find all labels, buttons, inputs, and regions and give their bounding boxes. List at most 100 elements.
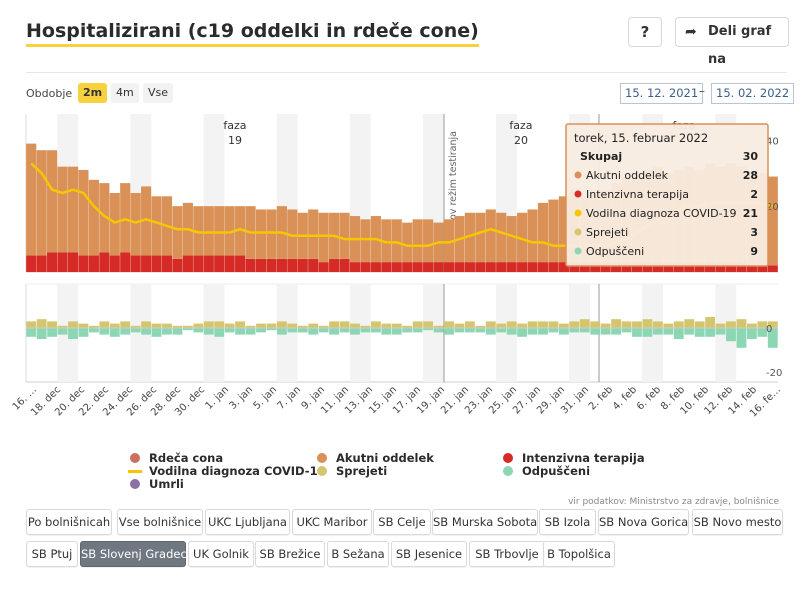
discharged-bar [182, 328, 193, 331]
admitted-bar [350, 323, 360, 328]
admitted-bar [538, 321, 548, 328]
admitted-bar [652, 321, 663, 328]
hospital-button[interactable]: Po bolnišnicah [26, 509, 112, 535]
discharged-bar [350, 328, 360, 335]
acute-bar [381, 219, 392, 263]
acute-bar [88, 179, 99, 256]
hospital-button[interactable]: UKC Ljubljana [205, 509, 290, 535]
icu-bar [642, 262, 653, 272]
discharged-bar [527, 328, 538, 335]
date-from-input[interactable]: 15. 12. 2021 [620, 83, 704, 104]
admitted-bar [88, 325, 99, 328]
discharged-bar [652, 328, 663, 335]
icu-bar [109, 255, 120, 272]
hospital-button[interactable]: SB Ptuj [26, 541, 78, 567]
phase-number: 19 [228, 134, 242, 147]
admitted-bar [527, 321, 538, 328]
discharged-bar [109, 328, 120, 337]
page-title: Hospitalizirani (c19 oddelki in rdeče co… [26, 19, 479, 47]
x-tick-label: 3. jan [228, 384, 256, 412]
discharged-bar [412, 328, 423, 333]
acute-bar [224, 206, 235, 256]
period-all-button[interactable]: Vse [143, 83, 174, 103]
icu-bar [203, 255, 214, 272]
tooltip-date: torek, 15. februar 2022 [574, 131, 708, 145]
hospitalized-chart[interactable]: faza19faza20fazaov režim testiranja40200… [0, 108, 800, 438]
acute-bar [255, 209, 267, 259]
admitted-bar [715, 323, 726, 328]
hospital-button[interactable]: B Sežana [327, 541, 389, 567]
icu-bar [381, 262, 392, 272]
acute-bar [36, 150, 47, 256]
date-to-input[interactable]: 15. 02. 2022 [711, 83, 795, 104]
acute-bar [391, 219, 402, 263]
acute-bar [120, 183, 131, 253]
icu-bar [67, 252, 79, 272]
admitted-bar [736, 319, 747, 328]
hospital-button[interactable]: SB Murska Sobota [432, 509, 538, 535]
share-button[interactable]: ➦ Deli graf na [675, 17, 789, 67]
discharged-bar [444, 328, 454, 335]
discharged-bar [266, 328, 277, 331]
admitted-bar [141, 321, 152, 328]
icu-bar [193, 255, 204, 272]
discharged-bar [736, 328, 747, 348]
hospital-button[interactable]: SB Izola [539, 509, 596, 535]
admitted-bar [287, 323, 298, 328]
discharged-bar [632, 328, 642, 337]
discharged-bar [569, 328, 580, 333]
x-tick-label: 4. feb [611, 384, 639, 412]
admitted-bar [569, 321, 580, 328]
hospital-button[interactable]: B Topolšica [543, 541, 615, 567]
admitted-bar [632, 321, 642, 328]
discharged-bar [141, 328, 152, 335]
admitted-bar [433, 325, 444, 328]
legend-swatch [317, 453, 327, 463]
period-label: Obdobje [26, 87, 73, 100]
admitted-bar [496, 323, 507, 328]
discharged-bar [746, 328, 757, 339]
discharged-bar [423, 328, 434, 331]
discharged-bar [297, 328, 308, 333]
discharged-bar [276, 328, 287, 335]
discharged-bar [360, 328, 371, 333]
legend-label: Rdeča cona [149, 451, 224, 465]
admitted-bar [203, 321, 214, 328]
discharged-bar [538, 328, 548, 335]
hospital-button[interactable]: UKC Maribor [292, 509, 372, 535]
admitted-bar [454, 323, 465, 328]
hospital-button[interactable]: SB Jesenice [391, 541, 467, 567]
hospital-button[interactable]: UK Golnik [188, 541, 254, 567]
icu-bar [485, 262, 496, 272]
acute-bar [172, 206, 183, 259]
tooltip-row-value: 2 [750, 188, 758, 201]
hospital-button[interactable]: SB Brežice [255, 541, 325, 567]
hospital-button[interactable]: Vse bolnišnice [117, 509, 203, 535]
acute-bar [78, 169, 89, 256]
admitted-bar [444, 321, 454, 328]
hospital-button[interactable]: SB Nova Gorica [598, 509, 689, 535]
admitted-bar [329, 321, 340, 328]
weekend-band-lower [642, 284, 664, 382]
weekend-band-lower [349, 284, 371, 382]
period-2m-button[interactable]: 2m [78, 83, 108, 103]
hospital-button[interactable]: SB Celje [373, 509, 431, 535]
period-4m-button[interactable]: 4m [111, 83, 139, 103]
icu-bar [245, 258, 256, 272]
icu-bar [621, 262, 632, 272]
admitted-bar [99, 321, 110, 328]
weekend-band-lower [422, 284, 444, 382]
hospital-button[interactable]: SB Slovenj Gradec [80, 541, 187, 567]
help-button[interactable]: ? [628, 17, 662, 47]
hospital-button[interactable]: SB Trbovlje [469, 541, 545, 567]
icu-bar [433, 262, 444, 272]
admitted-bar [757, 321, 768, 328]
icu-bar [318, 262, 329, 272]
acute-bar [99, 183, 110, 253]
hospital-button[interactable]: SB Novo mesto [692, 509, 783, 535]
discharged-bar [68, 328, 78, 339]
admitted-bar [68, 321, 78, 328]
acute-bar [517, 212, 528, 263]
legend-label: Umrli [149, 477, 184, 491]
discharged-bar [475, 328, 486, 333]
